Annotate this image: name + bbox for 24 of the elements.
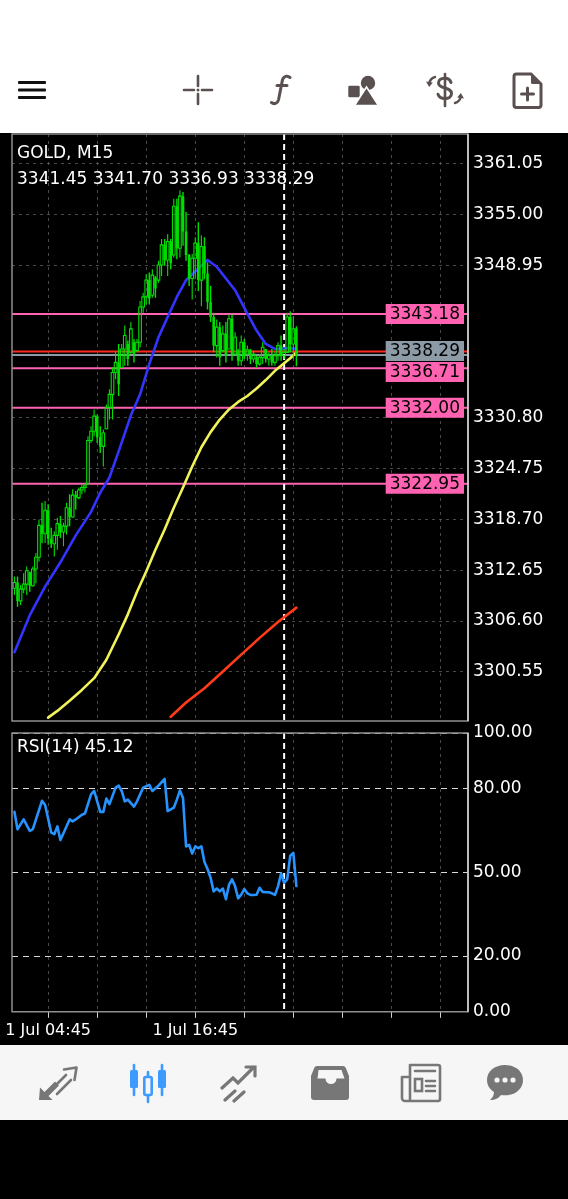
ref-line-label: 3338.29 — [389, 340, 461, 361]
text: 3341.45 3341.70 3336.93 3338.29 — [17, 168, 315, 188]
y-tick-label: 3312.65 — [473, 558, 544, 579]
y-tick-label: 3300.55 — [473, 660, 544, 681]
ref-line-label: 3332.00 — [389, 397, 461, 418]
chart-title: RSI(14) 45.12 — [17, 736, 134, 756]
y-tick-label: 3324.75 — [473, 457, 544, 478]
y-tick-label: 3348.95 — [473, 253, 544, 274]
y-tick-label: 0.00 — [473, 1000, 511, 1021]
y-tick-label: 3318.70 — [473, 507, 544, 528]
y-tick-label: 80.00 — [473, 777, 522, 798]
y-tick-label: 100.00 — [473, 721, 533, 742]
ref-line-label: 3336.71 — [389, 361, 461, 382]
y-tick-label: 20.00 — [473, 944, 522, 965]
x-tick-label: 1 Jul 16:45 — [152, 1019, 239, 1039]
ref-line-label: 3322.95 — [389, 473, 461, 494]
y-tick-label: 3330.80 — [473, 406, 544, 427]
y-tick-label: 50.00 — [473, 860, 522, 881]
text: GOLD, M15 — [17, 142, 114, 162]
y-tick-label: 3306.60 — [473, 609, 544, 630]
x-tick-label: 1 Jul 04:45 — [5, 1019, 92, 1039]
y-tick-label: 3355.00 — [473, 203, 544, 224]
y-tick-label: 3361.05 — [473, 152, 544, 173]
ref-line-label: 3343.18 — [389, 303, 461, 324]
